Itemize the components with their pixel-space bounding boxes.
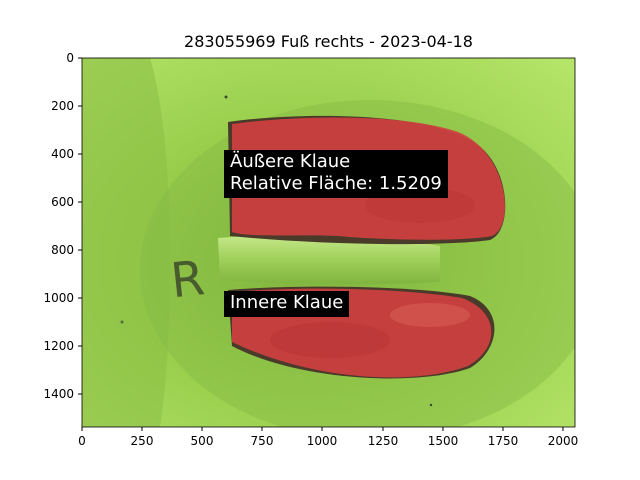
y-tick: 400 xyxy=(51,147,82,161)
y-tick: 1200 xyxy=(43,339,82,353)
x-tick: 1000 xyxy=(307,427,338,448)
photo-image: R xyxy=(82,58,575,427)
x-tick: 1750 xyxy=(488,427,519,448)
y-tick-label: 200 xyxy=(51,99,74,113)
x-tick-label: 2000 xyxy=(548,434,579,448)
inner-claw-name: Innere Klaue xyxy=(230,292,344,313)
speck xyxy=(120,320,124,324)
y-tick: 1400 xyxy=(43,387,82,401)
x-tick: 2000 xyxy=(548,427,579,448)
x-tick-label: 250 xyxy=(131,434,154,448)
x-tick: 750 xyxy=(251,427,274,448)
outer-claw-annotation: Äußere Klaue Relative Fläche: 1.5209 xyxy=(224,150,448,198)
y-tick: 600 xyxy=(51,195,82,209)
outer-claw-name: Äußere Klaue xyxy=(230,151,351,172)
plot-title: 283055969 Fuß rechts - 2023-04-18 xyxy=(184,32,473,51)
y-tick-label: 1200 xyxy=(43,339,74,353)
y-tick: 800 xyxy=(51,243,82,257)
x-tick-label: 1250 xyxy=(368,434,399,448)
y-tick-label: 0 xyxy=(66,51,74,65)
interdigital-gap xyxy=(218,235,440,285)
x-tick: 500 xyxy=(191,427,214,448)
outer-claw-area: Relative Fläche: 1.5209 xyxy=(230,173,442,194)
mat-shadow xyxy=(82,58,171,427)
x-tick-label: 1500 xyxy=(428,434,459,448)
y-tick-label: 800 xyxy=(51,243,74,257)
y-tick-label: 1000 xyxy=(43,291,74,305)
floor-letter-r: R xyxy=(168,250,207,309)
inner-claw-texture xyxy=(390,303,470,327)
y-tick: 1000 xyxy=(43,291,82,305)
y-tick: 0 xyxy=(66,51,82,65)
x-tick: 1250 xyxy=(368,427,399,448)
x-tick-label: 0 xyxy=(78,434,86,448)
x-tick: 1500 xyxy=(428,427,459,448)
y-tick-label: 400 xyxy=(51,147,74,161)
speck xyxy=(224,95,228,99)
x-tick-label: 1750 xyxy=(488,434,519,448)
x-tick: 0 xyxy=(78,427,86,448)
inner-claw-annotation: Innere Klaue xyxy=(224,291,350,317)
inner-claw-texture xyxy=(270,322,390,358)
x-axis: 0 250 500 750 1000 1250 1500 1750 2000 xyxy=(78,427,578,448)
x-tick-label: 500 xyxy=(191,434,214,448)
axes-frame xyxy=(81,57,576,428)
speck xyxy=(429,403,433,407)
x-tick: 250 xyxy=(131,427,154,448)
y-tick-label: 600 xyxy=(51,195,74,209)
y-axis: 0 200 400 600 800 1000 1200 1400 xyxy=(43,51,82,401)
y-tick: 200 xyxy=(51,99,82,113)
x-tick-label: 750 xyxy=(251,434,274,448)
x-tick-label: 1000 xyxy=(307,434,338,448)
y-tick-label: 1400 xyxy=(43,387,74,401)
